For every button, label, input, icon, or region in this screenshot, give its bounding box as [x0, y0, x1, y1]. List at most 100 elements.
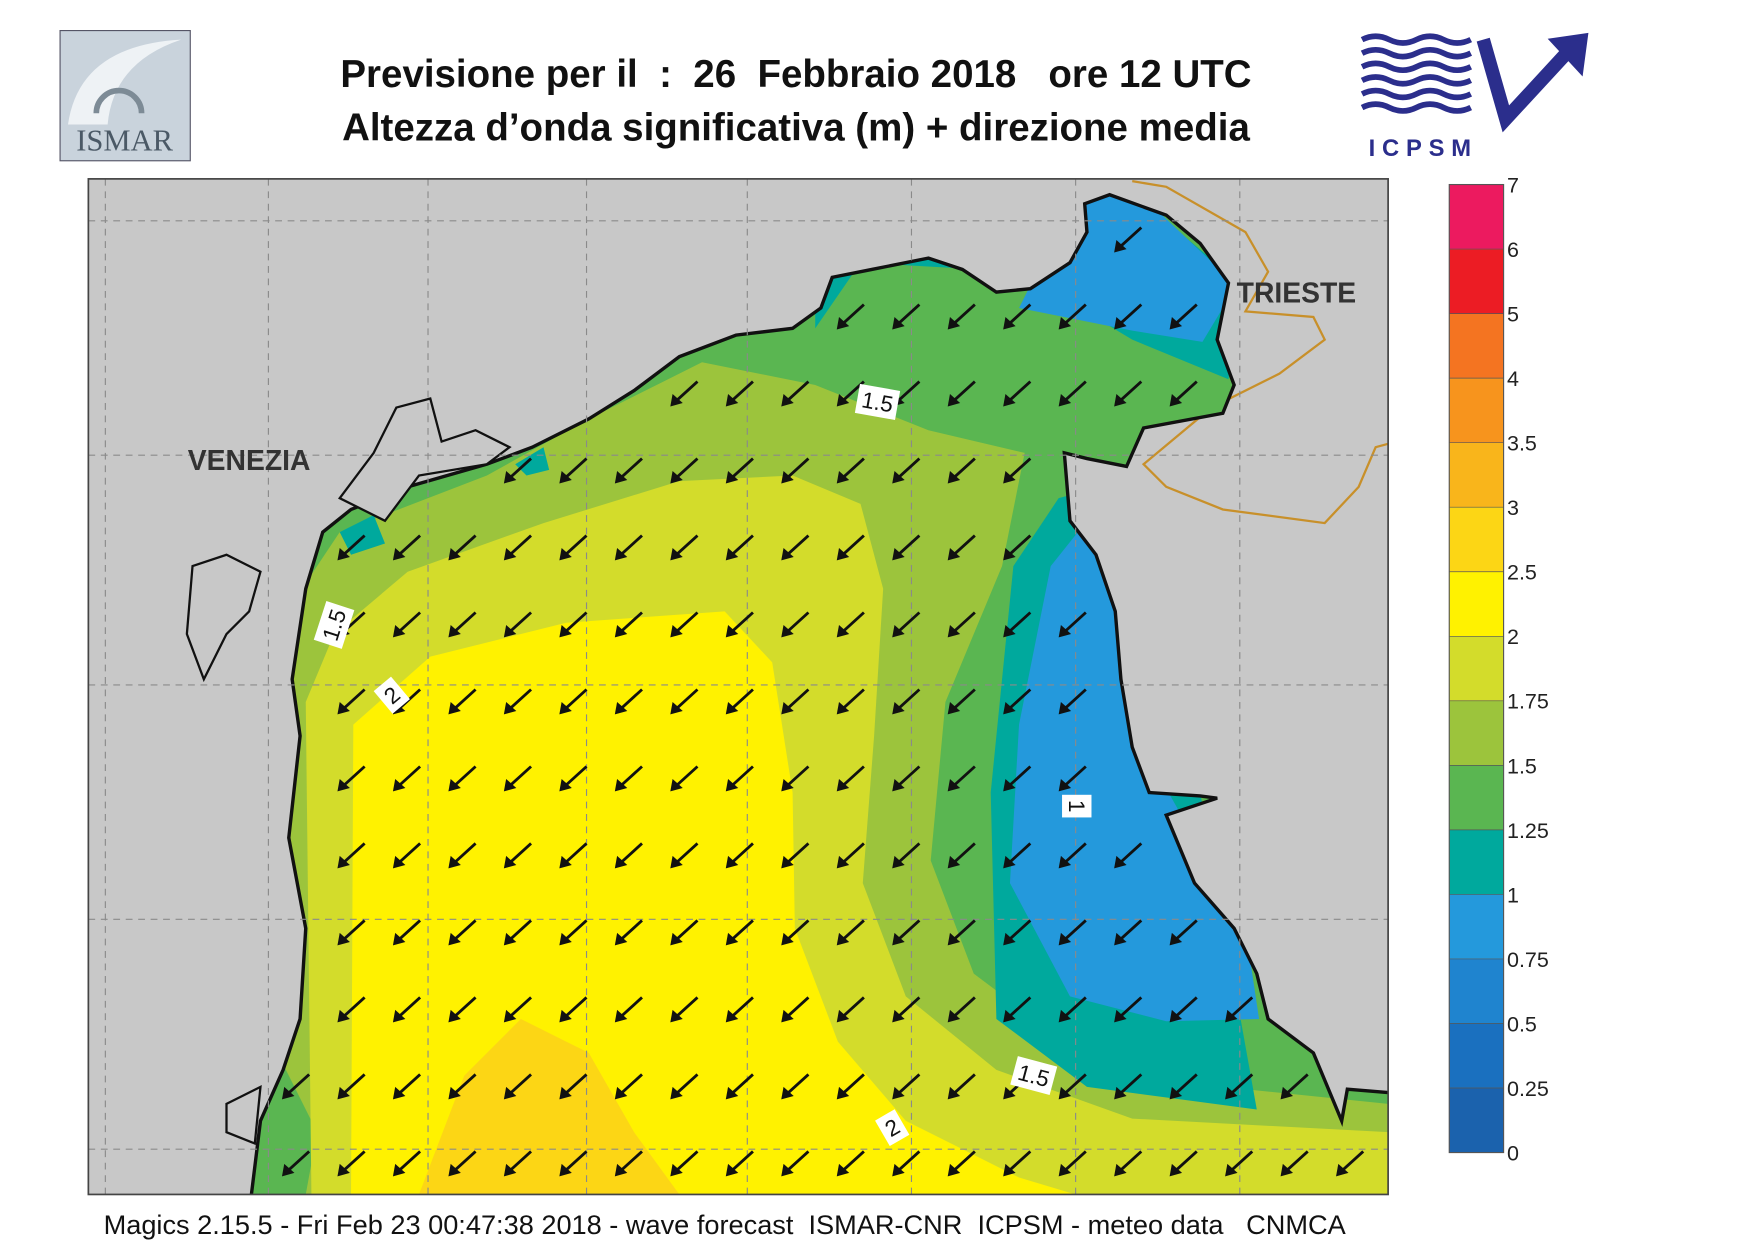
colorbar-band: [1449, 636, 1504, 701]
arrow: [781, 457, 810, 484]
colorbar-label: 2.5: [1507, 561, 1537, 585]
arrow-head: [725, 778, 739, 792]
arrow-head: [1336, 1163, 1349, 1177]
arrow: [670, 1150, 699, 1177]
arrow-head: [836, 393, 850, 407]
arrow-head: [1003, 1163, 1016, 1177]
arrow: [892, 1150, 921, 1177]
arrow: [836, 303, 865, 330]
arrow-head: [1169, 393, 1183, 407]
arrow: [614, 457, 643, 484]
arrow-head: [503, 1163, 517, 1177]
arrow: [725, 996, 754, 1023]
arrow: [1169, 1073, 1198, 1100]
footer: Magics 2.15.5 - Fri Feb 23 00:47:38 2018…: [104, 1209, 1347, 1240]
arrow: [1003, 919, 1032, 946]
contour-label: 1: [1064, 800, 1089, 813]
arrow-head: [337, 1163, 350, 1177]
map-frame: [87, 178, 1389, 1196]
arrow-head: [836, 624, 850, 638]
colorbar-band: [1449, 1023, 1504, 1089]
colorbar-label: 2: [1507, 625, 1519, 649]
arrow-head: [559, 1163, 572, 1177]
arrow: [1003, 996, 1032, 1023]
arrow: [892, 842, 921, 869]
arrow-head: [947, 778, 961, 792]
arrow-head: [725, 1163, 739, 1177]
arrow: [1003, 842, 1032, 869]
colorbar-label: 0.25: [1507, 1077, 1549, 1101]
arrow-head: [559, 701, 572, 715]
colorbar-band: [1449, 958, 1504, 1024]
arrow: [392, 1150, 422, 1177]
arrow: [1114, 303, 1143, 330]
arrow: [503, 1073, 533, 1100]
arrow-head: [670, 1009, 683, 1023]
arrow-head: [448, 932, 461, 946]
arrow-head: [448, 1163, 461, 1177]
arrow-head: [892, 932, 905, 946]
arrow-head: [1114, 240, 1127, 253]
colorbar-band: [1449, 765, 1504, 830]
arrow: [725, 842, 754, 869]
arrow: [892, 919, 921, 946]
arrow-head: [281, 1086, 295, 1100]
icpsm-logo: ICPSM: [1360, 32, 1589, 162]
band-region: [339, 447, 550, 555]
arrow-head: [337, 932, 350, 946]
arrow-head: [670, 855, 683, 869]
arrow: [1058, 688, 1087, 715]
arrow: [614, 534, 643, 561]
arrow: [670, 765, 699, 792]
colorbar-label: 0.75: [1507, 948, 1549, 972]
arrow: [614, 611, 643, 638]
arrow: [725, 1150, 754, 1177]
arrow-head: [892, 701, 905, 715]
arrow-head: [892, 1163, 905, 1177]
arrow-head: [1225, 1086, 1238, 1100]
arrow-head: [1114, 393, 1127, 407]
colorbar-label: 6: [1507, 238, 1519, 262]
arrow: [892, 534, 921, 561]
colorbar: 0 0.25 0.5 0.75 1 1.25 1.5 1.75 2 2.5 3 3.5 4 5 6 7: [1448, 173, 1549, 1165]
arrow-head: [725, 1009, 739, 1023]
ismar-logo-text: ISMAR: [76, 124, 173, 158]
arrow: [337, 765, 366, 792]
arrow: [392, 996, 422, 1023]
arrow-head: [781, 855, 794, 869]
arrow-head: [725, 701, 739, 715]
arrow: [670, 996, 699, 1023]
arrow: [892, 457, 921, 484]
arrow-head: [947, 701, 961, 715]
arrow-head: [448, 1086, 461, 1100]
arrow: [725, 919, 754, 946]
colorbar-band: [1449, 1088, 1504, 1153]
arrow: [614, 688, 643, 715]
colorbar-band: [1449, 507, 1504, 572]
arrow-head: [503, 932, 517, 946]
arrow: [1169, 996, 1198, 1023]
arrow: [559, 919, 588, 946]
arrow-head: [614, 624, 628, 638]
arrow: [448, 1150, 477, 1177]
arrow-head: [1058, 701, 1072, 715]
arrow-head: [836, 701, 850, 715]
arrow-head: [337, 778, 350, 792]
colorbar-label: 5: [1507, 303, 1519, 327]
arrow-head: [725, 932, 739, 946]
colorbar-band: [1449, 313, 1504, 379]
colorbar-label: 0: [1507, 1141, 1519, 1165]
arrow-head: [781, 1086, 794, 1100]
arrow: [836, 534, 865, 561]
arrow-head: [670, 701, 683, 715]
arrow-head: [1114, 1086, 1127, 1100]
band-region: [1009, 520, 1260, 1022]
arrow: [725, 611, 754, 638]
arrow-head: [947, 1009, 961, 1023]
arrow-head: [281, 1163, 295, 1177]
arrow: [1058, 765, 1087, 792]
arrow-head: [1169, 317, 1183, 330]
arrow: [892, 996, 921, 1023]
arrow-head: [559, 470, 572, 484]
arrow: [1003, 534, 1032, 561]
